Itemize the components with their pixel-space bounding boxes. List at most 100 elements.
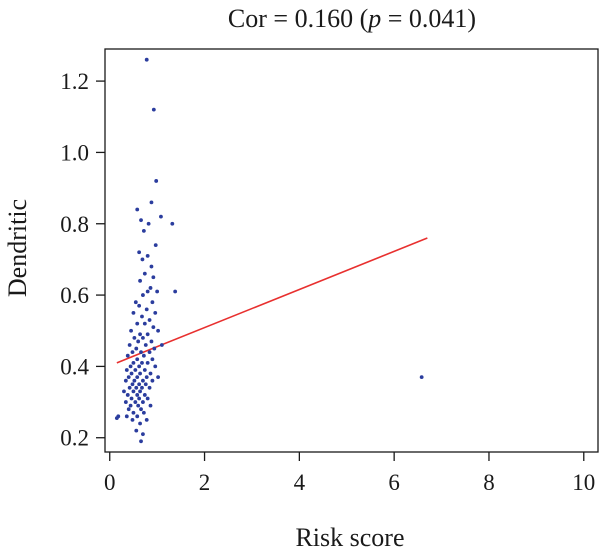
data-point (153, 243, 158, 248)
data-point (135, 321, 140, 326)
data-point (144, 57, 149, 62)
data-point (135, 414, 140, 419)
data-point (137, 303, 142, 308)
data-point (151, 325, 156, 330)
data-point (129, 371, 134, 376)
x-tick-label: 2 (199, 470, 211, 495)
data-point (140, 360, 144, 365)
data-point (128, 364, 133, 369)
data-point (135, 207, 140, 212)
data-point (148, 403, 153, 408)
data-point (149, 264, 154, 269)
data-point (145, 253, 150, 258)
data-point (140, 257, 145, 262)
data-point (142, 368, 147, 372)
x-tick-label: 6 (388, 470, 400, 495)
x-axis: 0 2 4 6 8 10 (104, 452, 595, 495)
data-point (131, 389, 136, 394)
chart-title: Cor = 0.160 (p = 0.041) (228, 4, 476, 33)
data-point (144, 307, 149, 312)
data-point (146, 221, 151, 226)
data-point (114, 416, 119, 421)
data-point (141, 335, 145, 340)
data-point (135, 357, 140, 362)
data-point (133, 368, 138, 372)
x-tick-label: 8 (483, 470, 495, 495)
data-point (144, 418, 149, 422)
data-point (147, 385, 152, 390)
data-point (137, 250, 142, 255)
data-point (150, 357, 155, 362)
data-point (141, 400, 145, 404)
x-tick-label: 10 (572, 470, 595, 495)
data-point (419, 375, 424, 380)
data-point (124, 368, 129, 372)
data-point (136, 339, 141, 344)
data-point (138, 332, 142, 337)
data-point (122, 389, 126, 394)
data-point (125, 353, 130, 358)
data-point (134, 428, 139, 433)
data-point (128, 403, 133, 408)
data-point (173, 289, 178, 294)
data-point (144, 375, 149, 380)
data-point (135, 393, 140, 397)
data-point (129, 396, 134, 401)
y-tick-label: 1.2 (60, 69, 89, 94)
data-point (170, 221, 175, 226)
data-point (141, 432, 145, 437)
data-point (154, 179, 159, 183)
data-point (159, 343, 164, 347)
data-point (153, 311, 158, 315)
data-point (137, 396, 142, 401)
data-point (138, 371, 142, 376)
y-axis-title: Dendritic (3, 199, 32, 297)
data-point (132, 378, 137, 383)
y-tick-label: 0.4 (60, 354, 89, 379)
data-point (153, 364, 158, 369)
data-point (125, 393, 130, 397)
y-tick-label: 0.8 (60, 212, 89, 237)
data-point (151, 275, 156, 280)
data-point (127, 385, 132, 390)
data-point (151, 107, 156, 112)
data-point (140, 314, 144, 319)
data-point (138, 389, 142, 394)
data-point (149, 200, 154, 205)
data-point (126, 407, 131, 412)
data-point (141, 378, 145, 383)
data-point (156, 375, 160, 380)
data-point (147, 318, 152, 322)
data-point (147, 350, 152, 355)
y-axis: 0.2 0.4 0.6 0.8 1.0 1.2 (60, 69, 105, 451)
scatter-points (114, 57, 424, 444)
data-point (152, 346, 157, 351)
data-point (130, 350, 135, 355)
data-point (140, 385, 144, 390)
data-point (142, 393, 147, 397)
data-point (131, 410, 136, 415)
data-point (134, 346, 139, 351)
data-point (133, 300, 138, 305)
regression-line (116, 237, 428, 364)
data-point (143, 382, 148, 387)
x-tick-label: 4 (294, 470, 306, 495)
data-point (141, 293, 145, 297)
data-point (148, 286, 153, 290)
data-point (135, 375, 140, 380)
data-point (136, 403, 141, 408)
data-point (132, 335, 137, 340)
data-point (139, 439, 143, 444)
data-point (127, 343, 132, 347)
y-tick-label: 0.2 (60, 426, 89, 451)
data-point (145, 289, 150, 294)
data-point (130, 418, 135, 422)
data-point (129, 328, 133, 333)
plot-frame (104, 48, 599, 453)
data-point (137, 364, 142, 369)
data-point (149, 339, 154, 344)
data-point (126, 375, 131, 380)
data-point (148, 371, 153, 376)
data-point (141, 410, 146, 415)
